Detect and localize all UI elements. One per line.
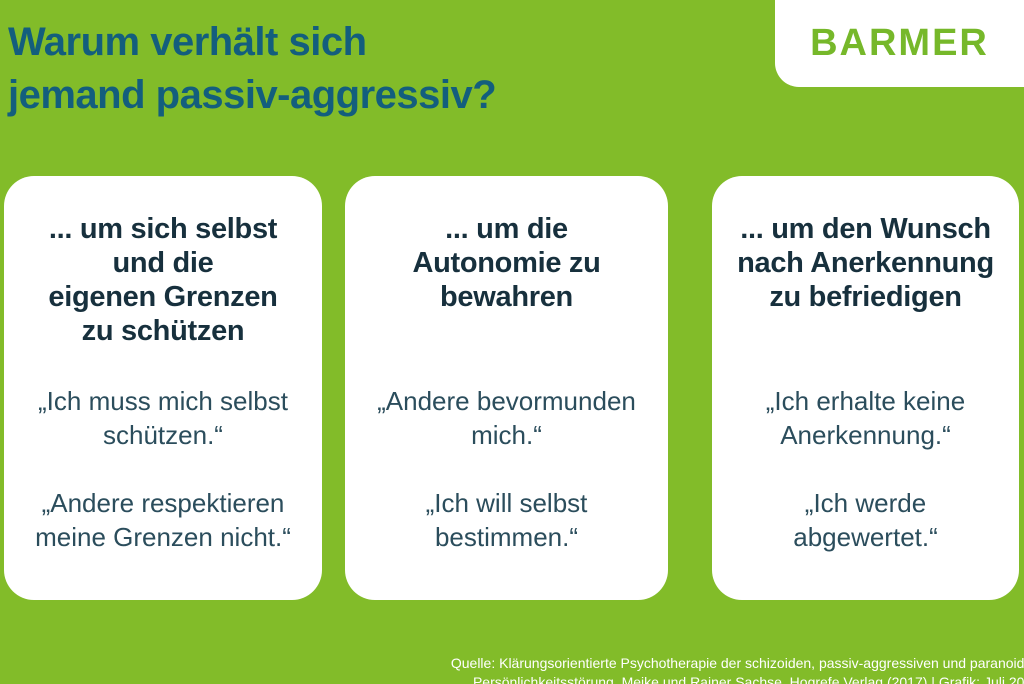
quote-line: meine Grenzen nicht.“ — [35, 522, 291, 552]
page-title-line-1: Warum verhält sich — [8, 20, 367, 64]
quote-line: bestimmen.“ — [434, 522, 579, 552]
card-heading-line: eigenen Grenzen — [48, 281, 278, 313]
card-self-protection: ... um sich selbst und die eigenen Grenz… — [4, 176, 322, 600]
card-heading: ... um den Wunsch nach Anerkennung zu be… — [712, 212, 1019, 314]
card-heading-line: zu befriedigen — [769, 281, 962, 313]
card-heading: ... um sich selbst und die eigenen Grenz… — [4, 212, 322, 348]
barmer-wordmark: BARMER — [810, 22, 989, 64]
quote-line: mich.“ — [471, 420, 542, 450]
quote-line: „Andere respektieren — [41, 488, 285, 518]
card-heading: ... um die Autonomie zu bewahren — [345, 212, 668, 314]
card-heading-line: ... um den Wunsch — [740, 213, 991, 245]
quote: „Ich will selbst bestimmen.“ — [345, 486, 668, 554]
quote-line: „Ich muss mich selbst — [38, 386, 288, 416]
card-heading-line: zu schützen — [81, 315, 245, 347]
card-autonomy: ... um die Autonomie zu bewahren „Andere… — [345, 176, 668, 600]
quote-line: „Andere bevormunden — [377, 386, 636, 416]
quote-line: „Ich will selbst — [425, 488, 588, 518]
quote-line: Anerkennung.“ — [780, 420, 951, 450]
card-heading-line: ... um sich selbst — [48, 213, 278, 245]
card-heading-line: nach Anerkennung — [737, 247, 994, 279]
page-title: Warum verhält sich jemand passiv-aggress… — [8, 16, 497, 122]
quote: „Ich muss mich selbst schützen.“ — [4, 384, 322, 452]
card-heading-line: ... um die — [445, 213, 568, 245]
quote-line: „Ich erhalte keine — [765, 386, 966, 416]
quote: „Ich werde abgewertet.“ — [712, 486, 1019, 554]
quote: „Andere respektieren meine Grenzen nicht… — [4, 486, 322, 554]
barmer-logo: BARMER — [775, 0, 1024, 87]
quote-line: „Ich werde — [804, 488, 927, 518]
card-recognition: ... um den Wunsch nach Anerkennung zu be… — [712, 176, 1019, 600]
card-heading-line: bewahren — [440, 281, 573, 313]
quote: „Ich erhalte keine Anerkennung.“ — [712, 384, 1019, 452]
card-heading-line: und die — [112, 247, 214, 279]
page-title-line-2: jemand passiv-aggressiv? — [8, 73, 497, 117]
source-line-1: Quelle: Klärungsorientierte Psychotherap… — [450, 655, 1024, 671]
quote: „Andere bevormunden mich.“ — [345, 384, 668, 452]
source-line-2: Persönlichkeitsstörung, Meike und Rainer… — [472, 674, 1024, 684]
card-heading-line: Autonomie zu — [412, 247, 601, 279]
quote-line: schützen.“ — [103, 420, 223, 450]
quote-line: abgewertet.“ — [793, 522, 938, 552]
source-attribution: Quelle: Klärungsorientierte Psychotherap… — [451, 654, 1024, 684]
